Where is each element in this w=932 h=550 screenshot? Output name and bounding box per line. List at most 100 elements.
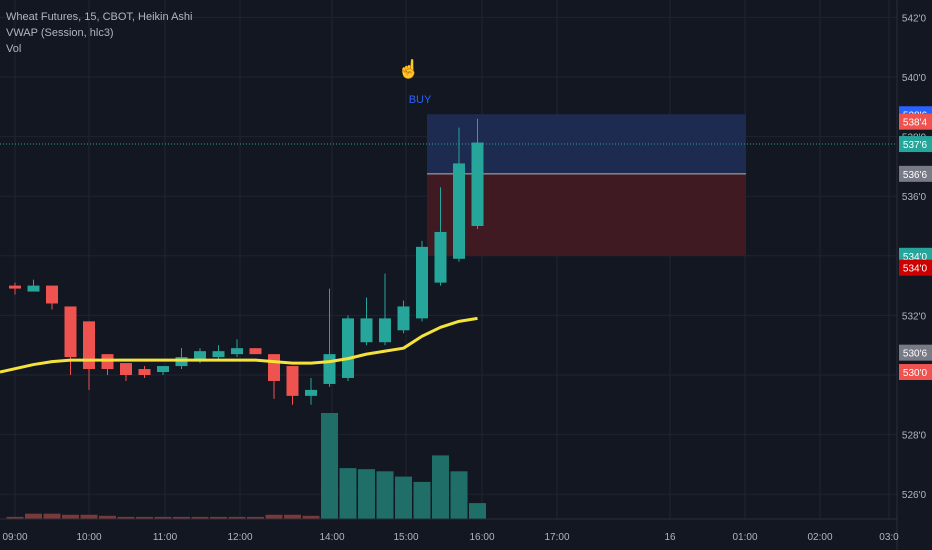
candle [46, 285, 58, 310]
candle [9, 282, 21, 295]
chart-legend: Wheat Futures, 15, CBOT, Heikin Ashi VWA… [6, 9, 192, 57]
price-tag-box [899, 165, 932, 182]
volume-bar [6, 516, 24, 519]
candle-body [231, 348, 243, 355]
vwap-line [0, 316, 478, 374]
candle [212, 345, 225, 361]
price-tag: 537'6 [899, 136, 932, 153]
candle [249, 348, 262, 355]
price-tag-label: 538'4 [903, 118, 928, 129]
volume-bar [358, 469, 375, 519]
x-tick-label: 12:00 [227, 532, 252, 543]
volume-bar [339, 468, 357, 519]
price-tag-box [899, 364, 932, 381]
candle [397, 300, 410, 334]
volume-bar [80, 514, 98, 519]
price-tag: 530'6 [899, 344, 932, 361]
volume-bar [395, 476, 412, 519]
volume-bar [469, 503, 486, 519]
candle-body [64, 306, 77, 358]
volume-bar [376, 471, 394, 519]
pointing-hand-icon: ☝ [398, 58, 420, 80]
volume-bar [284, 514, 301, 519]
volume-bar [62, 514, 79, 519]
candle-body [157, 366, 169, 373]
price-tag-box [899, 113, 932, 130]
vwap-series [0, 316, 478, 374]
volume-bar [413, 481, 431, 519]
x-tick-label: 09:00 [2, 532, 27, 543]
candle-body [9, 285, 21, 289]
x-tick-label: 16:00 [469, 532, 494, 543]
volume-bar [265, 514, 283, 519]
candle [471, 118, 484, 229]
volume-bar [432, 455, 449, 519]
price-tag-box [899, 344, 932, 361]
candle [27, 279, 40, 292]
candle [286, 366, 299, 405]
candle-body [471, 142, 484, 226]
volume-bar [191, 516, 209, 519]
volume-bar [210, 516, 227, 519]
volume-bar [173, 516, 190, 519]
candle-body [360, 318, 373, 343]
price-tag-box [899, 136, 932, 153]
candle [64, 306, 77, 375]
candle-body [120, 363, 132, 375]
x-tick-label: 11:00 [153, 532, 178, 543]
candle [342, 315, 354, 381]
price-tag-label: 536'6 [903, 170, 928, 181]
time-axis[interactable]: 09:00 10:00 11:00 12:00 14:00 15:00 16:00 17:00… [2, 532, 899, 543]
candle [138, 366, 151, 378]
vwap-indicator-label[interactable]: VWAP (Session, hlc3) [6, 27, 114, 39]
candle-body [46, 285, 58, 304]
volume-bar [450, 471, 468, 519]
price-tag-label: 530'0 [903, 368, 928, 379]
candle-body [286, 366, 299, 396]
candle [360, 297, 373, 346]
y-tick-label: 528'0 [902, 431, 927, 442]
price-tag-label: 534'0 [903, 252, 928, 263]
x-tick-label: 10:00 [76, 532, 101, 543]
volume-bar [25, 513, 42, 519]
price-tag-label: 537'6 [903, 140, 928, 151]
price-tag-label: 534'0 [903, 264, 928, 275]
volume-bar [154, 516, 172, 519]
y-tick-label: 540'0 [902, 73, 927, 84]
candle-body [27, 285, 40, 292]
volume-bar [247, 516, 264, 519]
candle [120, 363, 132, 381]
price-tag-label: 530'6 [903, 349, 928, 360]
candle-body [434, 231, 447, 283]
x-tick-label: 15:00 [393, 532, 418, 543]
volume-bar [321, 413, 338, 519]
x-tick-label: 02:00 [807, 532, 832, 543]
y-tick-label: 536'0 [902, 192, 927, 203]
candle [231, 339, 243, 358]
candle-body [379, 318, 391, 343]
candle [416, 240, 428, 322]
symbol-title[interactable]: Wheat Futures, 15, CBOT, Heikin Ashi [6, 11, 193, 23]
volume-indicator-label[interactable]: Vol [6, 43, 22, 55]
price-tag: 534'0 [899, 259, 932, 276]
volume-bar [136, 516, 153, 519]
candle-body [397, 306, 410, 331]
x-tick-label: 01:00 [732, 532, 757, 543]
candle-body [342, 318, 354, 378]
y-tick-label: 542'0 [902, 13, 927, 24]
buy-signal: ☝ BUY [398, 58, 432, 106]
candle-body [305, 389, 317, 396]
price-tag: 536'6 [899, 165, 932, 182]
volume-bars [6, 413, 486, 519]
candle-body [323, 354, 336, 384]
candle-body [83, 321, 95, 370]
volume-bar [302, 515, 320, 519]
volume-bar [228, 516, 246, 519]
candle [157, 366, 169, 375]
volume-bar [99, 515, 116, 519]
x-tick-label: 14:00 [319, 532, 344, 543]
candle [83, 321, 95, 390]
